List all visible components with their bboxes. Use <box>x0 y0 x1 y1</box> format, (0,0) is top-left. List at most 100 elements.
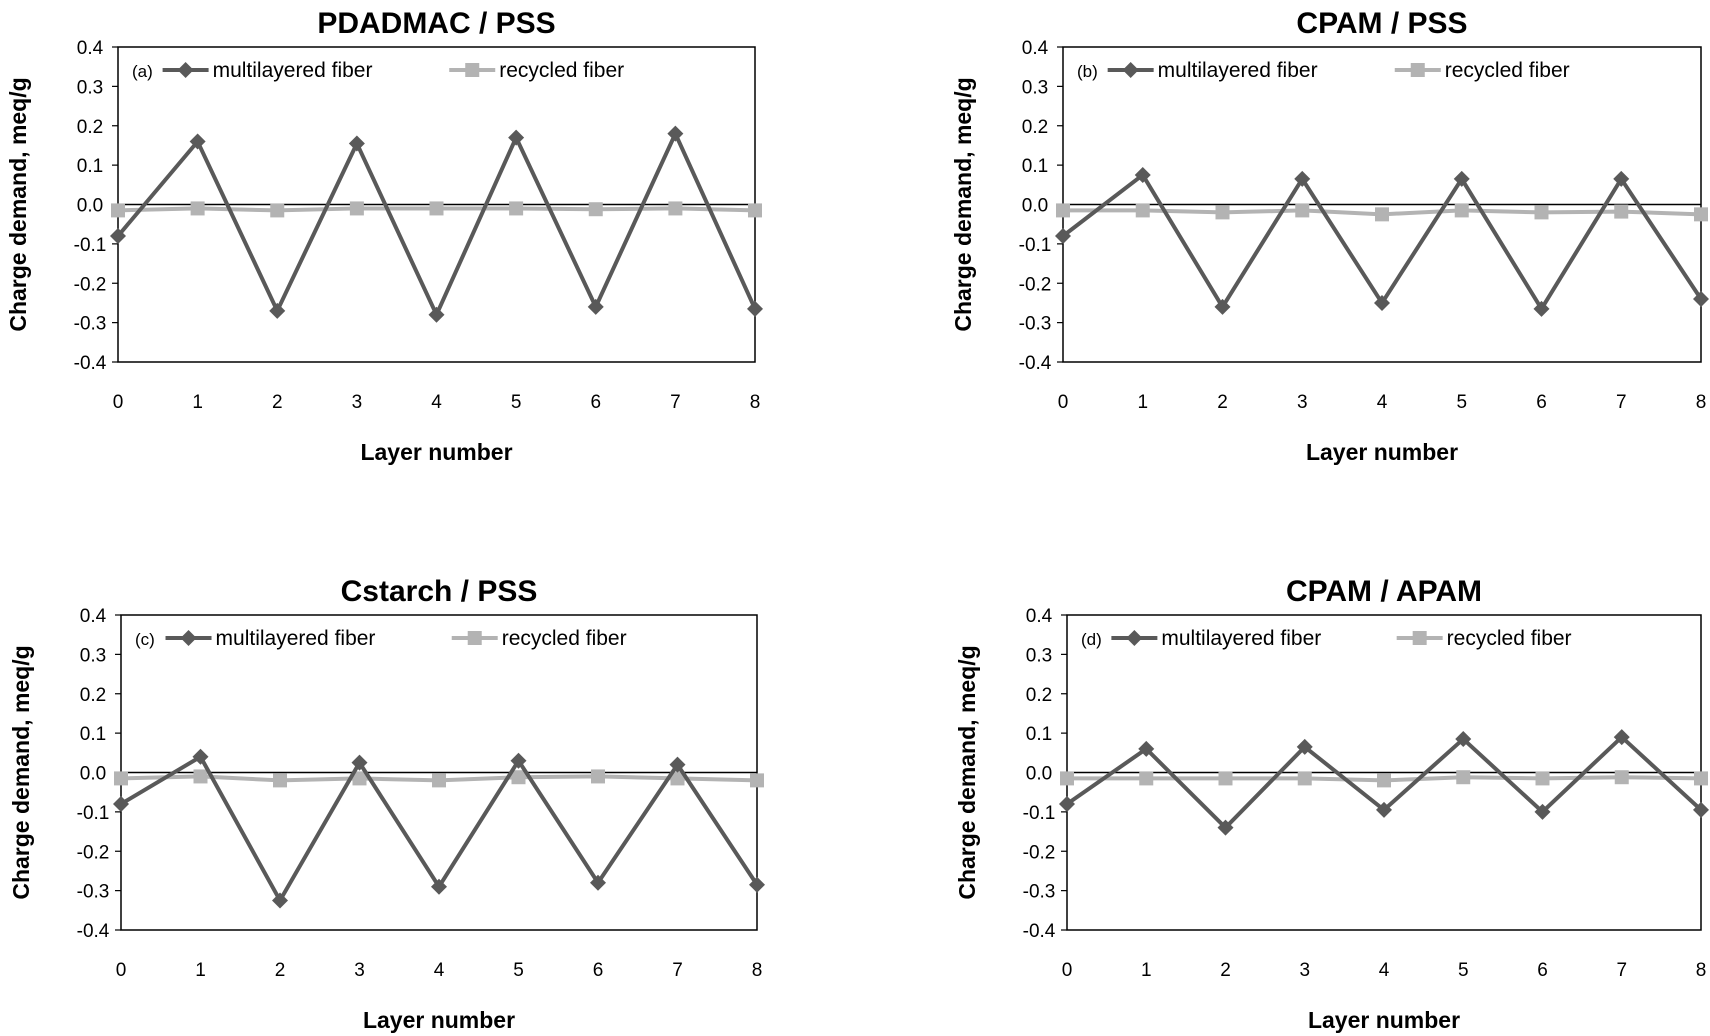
chart-panel-d: CPAM / APAM 0.4 0.3 0.2 0.1 0.0 -0.1 -0.2 -0.3 -0… <box>954 575 1709 1033</box>
data-point-multilayered-fiber <box>189 133 206 150</box>
data-point-multilayered-fiber <box>431 878 447 895</box>
data-point-recycled-fiber <box>1694 207 1708 222</box>
y-tick-label: 0.1 <box>77 156 103 177</box>
y-axis-label: Charge demand, meq/g <box>950 77 976 331</box>
x-tick-label: 0 <box>1058 392 1069 413</box>
y-tick-label: -0.2 <box>1023 842 1056 863</box>
y-tick-label: -0.3 <box>1019 314 1052 335</box>
panel-label: (d) <box>1081 630 1102 649</box>
data-point-recycled-fiber <box>1215 205 1230 220</box>
chart-panel-b: CPAM / PSS 0.4 0.3 0.2 0.1 0.0 -0.1 -0.2 -0.3 -0.… <box>950 7 1709 465</box>
y-tick-label: 0.1 <box>1026 724 1052 745</box>
data-point-recycled-fiber <box>1218 771 1233 786</box>
x-tick-label: 7 <box>1616 392 1627 413</box>
y-tick-label: -0.2 <box>77 842 110 863</box>
y-tick-label: -0.2 <box>1019 274 1052 295</box>
data-point-multilayered-fiber <box>428 306 445 323</box>
x-tick-label: 6 <box>593 960 604 981</box>
x-axis-label: Layer number <box>360 439 512 465</box>
data-point-multilayered-fiber <box>348 135 365 152</box>
data-point-multilayered-fiber <box>510 752 527 769</box>
legend-entry: multilayered fiber <box>1158 59 1318 82</box>
data-point-multilayered-fiber <box>1294 170 1311 187</box>
data-point-recycled-fiber <box>1614 204 1629 219</box>
data-point-multilayered-fiber <box>1134 166 1151 183</box>
data-point-multilayered-fiber <box>272 892 288 909</box>
y-tick-label: -0.1 <box>74 235 107 256</box>
x-tick-label: 8 <box>752 960 763 981</box>
data-point-multilayered-fiber <box>1374 294 1390 311</box>
panel-label: (b) <box>1077 62 1098 81</box>
data-point-recycled-fiber <box>1375 207 1389 222</box>
y-tick-label: -0.4 <box>1019 353 1052 374</box>
x-tick-label: 1 <box>1141 960 1152 981</box>
data-point-multilayered-fiber <box>1693 801 1709 818</box>
y-tick-label: -0.3 <box>1023 882 1056 903</box>
data-point-multilayered-fiber <box>1693 291 1709 307</box>
x-tick-label: 3 <box>354 960 365 981</box>
data-point-multilayered-fiber <box>1534 803 1551 820</box>
y-tick-label: 0.4 <box>1026 606 1053 627</box>
data-point-recycled-fiber <box>1534 205 1549 220</box>
chart-panel-c: Cstarch / PSS 0.4 0.3 0.2 0.1 0.0 -0.1 -0.2 -0.3… <box>8 575 765 1033</box>
panel-label: (c) <box>135 630 155 649</box>
panel-label: (a) <box>132 62 153 81</box>
legend-entry: multilayered fiber <box>216 627 376 650</box>
data-point-recycled-fiber <box>1060 771 1074 786</box>
x-tick-label: 7 <box>1616 960 1627 981</box>
y-tick-label: -0.1 <box>1019 235 1052 256</box>
legend-marker <box>180 630 197 646</box>
data-point-recycled-fiber <box>270 203 285 218</box>
x-tick-label: 5 <box>511 392 522 413</box>
y-tick-label: -0.3 <box>77 882 110 903</box>
y-tick-label: -0.4 <box>1023 921 1056 942</box>
data-point-recycled-fiber <box>1614 770 1629 785</box>
y-tick-label: 0.1 <box>80 724 106 745</box>
y-tick-label: 0.3 <box>1022 77 1048 98</box>
data-point-recycled-fiber <box>1056 203 1070 218</box>
data-point-recycled-fiber <box>429 201 444 216</box>
x-tick-label: 5 <box>1456 392 1467 413</box>
data-point-multilayered-fiber <box>1296 738 1313 755</box>
y-tick-label: 0.0 <box>1022 196 1048 217</box>
x-tick-label: 4 <box>434 960 445 981</box>
legend-marker <box>1410 63 1425 77</box>
data-point-multilayered-fiber <box>587 298 604 315</box>
x-tick-label: 7 <box>670 392 681 413</box>
y-tick-label: -0.3 <box>74 314 107 335</box>
chart-title: CPAM / PSS <box>1296 7 1467 40</box>
data-point-multilayered-fiber <box>590 874 606 891</box>
x-tick-label: 1 <box>1137 392 1148 413</box>
chart-title: CPAM / APAM <box>1286 575 1482 608</box>
y-tick-label: 0.2 <box>1026 685 1052 706</box>
y-tick-label: 0.0 <box>80 764 106 785</box>
x-tick-label: 3 <box>352 392 363 413</box>
data-point-multilayered-fiber <box>351 754 368 771</box>
data-point-multilayered-fiber <box>667 125 684 142</box>
y-tick-label: 0.1 <box>1022 156 1048 177</box>
data-point-multilayered-fiber <box>1533 300 1550 317</box>
data-point-recycled-fiber <box>1297 771 1312 786</box>
x-tick-label: 2 <box>1220 960 1231 981</box>
data-point-recycled-fiber <box>114 771 128 786</box>
y-tick-label: 0.3 <box>80 645 106 666</box>
x-tick-label: 3 <box>1299 960 1310 981</box>
y-tick-label: 0.0 <box>1026 764 1052 785</box>
data-point-multilayered-fiber <box>110 228 126 244</box>
y-tick-label: 0.4 <box>1022 38 1049 59</box>
x-tick-label: 6 <box>590 392 601 413</box>
x-tick-label: 2 <box>275 960 286 981</box>
chart-title: PDADMAC / PSS <box>317 7 555 40</box>
data-point-multilayered-fiber <box>1138 740 1155 757</box>
x-axis-label: Layer number <box>363 1007 515 1033</box>
data-point-recycled-fiber <box>352 771 367 786</box>
y-tick-label: -0.4 <box>74 353 107 374</box>
data-point-recycled-fiber <box>1456 770 1471 785</box>
x-tick-label: 0 <box>116 960 127 981</box>
data-point-recycled-fiber <box>748 203 762 218</box>
y-tick-label: 0.4 <box>80 606 107 627</box>
data-point-recycled-fiber <box>1135 203 1150 218</box>
x-tick-label: 4 <box>431 392 442 413</box>
legend-entry: multilayered fiber <box>1161 627 1321 650</box>
y-axis-label: Charge demand, meq/g <box>5 77 31 331</box>
